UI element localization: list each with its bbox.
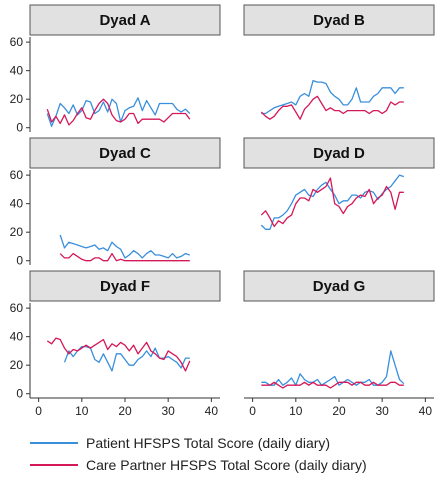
series-line-patient — [63, 345, 190, 372]
panel-header — [29, 4, 221, 36]
panel-title: Dyad C — [99, 145, 151, 162]
legend-swatch-care-partner — [30, 464, 78, 466]
y-tick-label: 0 — [16, 387, 23, 401]
series-line-care-partner — [46, 98, 191, 126]
y-tick-label: 60 — [10, 35, 24, 49]
x-tick-label: 30 — [162, 404, 176, 418]
panel-title: Dyad G — [313, 278, 366, 295]
panel-header — [243, 270, 435, 302]
y-tick-label: 40 — [10, 330, 24, 344]
y-tick-label: 60 — [10, 168, 24, 182]
x-tick-label: 0 — [249, 404, 256, 418]
x-tick-label: 0 — [35, 404, 42, 418]
x-tick-label: 10 — [75, 404, 89, 418]
x-tick-label: 10 — [289, 404, 303, 418]
legend-label-care-partner: Care Partner HFSPS Total Score (daily di… — [86, 457, 367, 473]
y-tick-label: 40 — [10, 197, 24, 211]
panel-dyad-f: Dyad F 0 20 40 60 0 10 20 30 40 — [10, 270, 221, 418]
y-tick-label: 20 — [10, 358, 24, 372]
legend: Patient HFSPS Total Score (daily diary) … — [30, 432, 367, 476]
series-line-care-partner — [260, 95, 404, 120]
panel-dyad-g: Dyad G 0 10 20 30 40 — [243, 270, 435, 418]
legend-label-patient: Patient HFSPS Total Score (daily diary) — [86, 435, 331, 451]
y-tick-label: 40 — [10, 64, 24, 78]
y-tick-label: 60 — [10, 301, 24, 315]
legend-item-patient: Patient HFSPS Total Score (daily diary) — [30, 432, 367, 454]
legend-item-care-partner: Care Partner HFSPS Total Score (daily di… — [30, 454, 367, 476]
panel-dyad-b: Dyad B — [243, 4, 435, 120]
x-tick-label: 20 — [118, 404, 132, 418]
panel-header — [243, 137, 435, 169]
series-line-care-partner — [260, 177, 404, 228]
x-tick-label: 40 — [419, 404, 433, 418]
x-tick-label: 40 — [205, 404, 219, 418]
panel-header — [29, 270, 221, 302]
series-line-care-partner — [261, 381, 404, 389]
y-tick-label: 0 — [16, 254, 23, 268]
series-line-patient — [59, 234, 191, 259]
panel-title: Dyad D — [313, 145, 365, 162]
x-tick-label: 30 — [376, 404, 390, 418]
series-line-patient — [261, 79, 404, 115]
panel-header — [29, 137, 221, 169]
series-line-care-partner — [59, 252, 190, 262]
series-line-patient — [261, 350, 405, 386]
legend-swatch-patient — [30, 442, 78, 444]
y-tick-label: 20 — [10, 92, 24, 106]
x-tick-label: 20 — [332, 404, 346, 418]
series-line-patient — [46, 97, 191, 127]
panel-dyad-d: Dyad D — [243, 137, 435, 230]
series-line-care-partner — [46, 337, 191, 372]
panel-dyad-a: Dyad A 0 20 40 60 — [10, 4, 221, 135]
panel-title: Dyad A — [99, 12, 150, 29]
panel-title: Dyad B — [313, 12, 365, 29]
y-tick-label: 0 — [16, 121, 23, 135]
panel-title: Dyad F — [100, 278, 150, 295]
panel-dyad-c: Dyad C 0 20 40 60 — [10, 137, 221, 268]
series-line-patient — [260, 174, 405, 230]
y-tick-label: 20 — [10, 225, 24, 239]
panel-header — [243, 4, 435, 36]
